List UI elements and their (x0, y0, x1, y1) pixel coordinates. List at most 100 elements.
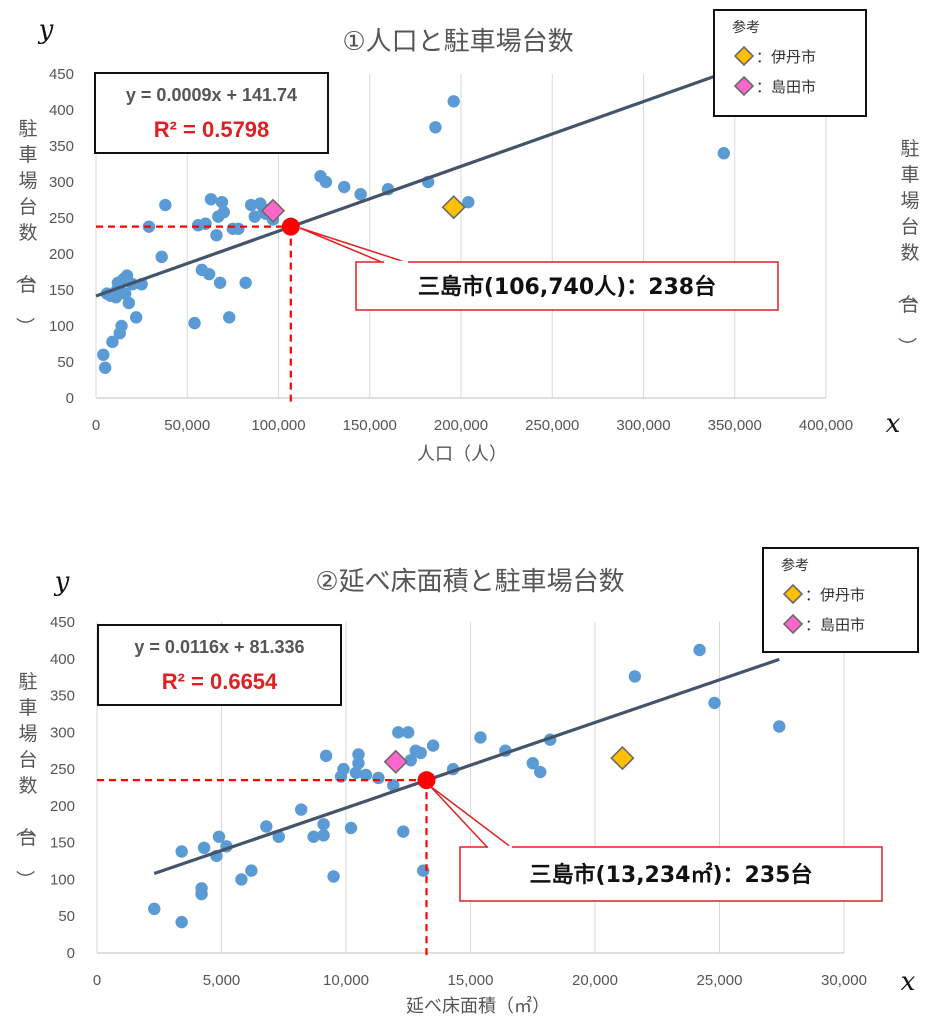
y-tick-label: 300 (50, 724, 75, 741)
y-axis-label: 駐車場台数（台） (13, 118, 37, 336)
data-point (202, 267, 216, 281)
data-point (693, 643, 706, 657)
legend-box (713, 9, 867, 117)
trendline-equation: y = 0.0116x + 81.336 (134, 637, 304, 657)
data-point (119, 287, 132, 300)
y-tick-label: 0 (66, 390, 74, 407)
callout-pointer (299, 227, 409, 264)
legend-marker (733, 45, 755, 67)
reference-point-0 (610, 745, 635, 771)
data-point (215, 195, 229, 209)
data-point (223, 311, 236, 324)
x-axis-label: 人口（人） (417, 444, 507, 465)
data-point (708, 696, 721, 710)
x-tick-label: 30,000 (821, 972, 867, 989)
data-point (239, 276, 252, 289)
trendline (153, 657, 780, 876)
data-point (319, 175, 333, 189)
legend-marker (733, 75, 755, 97)
data-point (106, 335, 119, 349)
y-variable: y (54, 567, 70, 597)
y-tick-label: 350 (49, 138, 74, 155)
data-point (248, 210, 261, 223)
y-axis-label-right: 駐車場台数（台） (895, 138, 919, 356)
data-point (429, 121, 442, 134)
x-tick-label: 20,000 (572, 972, 618, 989)
data-point (773, 720, 786, 733)
x-tick-label: 50,000 (164, 417, 210, 434)
data-point (122, 296, 136, 310)
x-tick-label: 200,000 (434, 417, 488, 434)
data-point (272, 830, 285, 843)
y-tick-label: 400 (49, 102, 74, 119)
callout-label: 三島市(106,740人)：238台 (418, 274, 716, 300)
data-point (462, 195, 475, 209)
legend-marker (782, 613, 804, 635)
data-point (526, 757, 539, 770)
x-axis-label: 延べ床面積（㎡） (406, 995, 550, 1017)
r-squared: R² = 0.5798 (154, 117, 270, 142)
data-point (260, 820, 273, 833)
data-point (426, 739, 440, 752)
y-tick-label: 0 (67, 945, 75, 962)
data-point (344, 821, 358, 835)
x-variable: x (901, 967, 916, 997)
data-point (317, 818, 330, 831)
y-tick-label: 150 (50, 835, 75, 852)
y-tick-label: 250 (49, 210, 74, 227)
data-point (175, 845, 188, 858)
legend-title: 参考 (732, 19, 760, 36)
x-tick-label: 300,000 (616, 417, 670, 434)
data-point (717, 147, 730, 160)
data-point (447, 95, 460, 108)
reference-point-1 (260, 198, 286, 223)
data-point (337, 762, 350, 776)
data-point (402, 726, 415, 739)
y-tick-label: 450 (50, 614, 75, 631)
y-tick-label: 50 (58, 908, 75, 925)
trendline-equation: y = 0.0009x + 141.74 (126, 85, 297, 105)
y-tick-label: 250 (50, 761, 75, 778)
trendline (95, 72, 722, 298)
y-tick-label: 400 (50, 651, 75, 668)
y-tick-label: 100 (49, 318, 74, 335)
reference-point-1 (383, 749, 408, 774)
data-point (372, 771, 385, 785)
legend-item: ：島田市 (805, 616, 865, 634)
legend-marker (782, 583, 804, 605)
data-point (294, 803, 308, 816)
legend-item: ：島田市 (756, 78, 816, 96)
y-axis-label: 駐車場台数（台） (13, 671, 37, 889)
data-point (235, 873, 248, 886)
x-tick-label: 350,000 (708, 417, 762, 434)
x-tick-label: 400,000 (799, 417, 853, 434)
legend-title: 参考 (781, 557, 809, 574)
data-point (188, 316, 201, 330)
data-point (327, 870, 340, 883)
equation-box (97, 624, 342, 706)
data-point (175, 915, 188, 929)
x-tick-label: 0 (93, 972, 101, 989)
x-tick-label: 15,000 (448, 972, 494, 989)
highlight-point (281, 217, 300, 236)
data-point (213, 276, 227, 289)
data-point (397, 825, 410, 838)
r-squared: R² = 0.6654 (162, 669, 278, 694)
data-point (349, 766, 363, 779)
data-point (319, 749, 333, 763)
data-point (387, 779, 400, 792)
data-point (115, 319, 128, 333)
data-point (352, 757, 365, 770)
equation-box (94, 72, 329, 154)
data-point (159, 198, 172, 212)
y-tick-label: 200 (50, 798, 75, 815)
y-tick-label: 50 (57, 354, 74, 371)
data-point (404, 754, 417, 767)
data-point (414, 746, 427, 760)
data-point (359, 768, 373, 782)
reference-point-0 (441, 195, 466, 220)
data-point (245, 864, 258, 877)
y-tick-label: 350 (50, 688, 75, 705)
x-tick-label: 100,000 (251, 417, 305, 434)
